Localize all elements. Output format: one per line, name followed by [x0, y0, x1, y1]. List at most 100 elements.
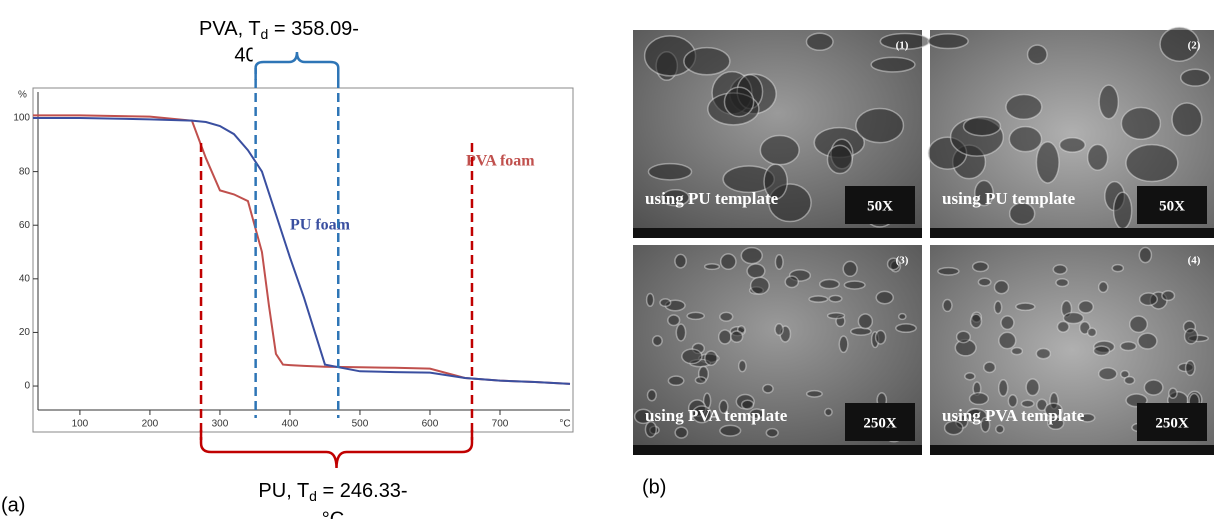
x-tick-label: 700: [492, 419, 509, 430]
pore: [871, 57, 915, 72]
sem-index: (3): [896, 255, 909, 267]
pore: [828, 313, 845, 319]
pore: [1036, 349, 1050, 359]
pore: [720, 425, 741, 436]
x-tick-label: 400: [282, 419, 299, 430]
sem-caption: using PVA template: [942, 406, 1085, 425]
x-tick-label: 300: [212, 419, 229, 430]
pore: [1001, 316, 1014, 329]
pore: [1028, 45, 1047, 64]
pore: [684, 48, 730, 75]
annotation: °C: [322, 508, 344, 519]
pore: [807, 391, 822, 397]
pore: [984, 362, 996, 372]
pore: [829, 296, 842, 302]
pore: [928, 34, 968, 49]
annotation-text: PU, T: [258, 480, 309, 502]
pore: [1124, 377, 1134, 384]
pore: [647, 390, 656, 401]
pore: [675, 427, 687, 438]
pore: [1139, 247, 1151, 262]
annotation-subscript: d: [309, 488, 317, 504]
info-bar: [633, 445, 922, 455]
pore: [1138, 333, 1157, 349]
pore: [820, 280, 839, 289]
pore: [965, 373, 975, 380]
pore: [1006, 95, 1042, 120]
pore: [876, 330, 886, 343]
pore: [1011, 348, 1022, 355]
pore: [856, 108, 903, 142]
panel-label: (b): [642, 476, 666, 498]
pore: [668, 376, 683, 385]
y-axis-label: %: [18, 90, 27, 101]
bracket: [201, 430, 472, 468]
annotation: PVA, Td = 358.09-: [199, 18, 359, 41]
magnification: 250X: [863, 415, 897, 431]
pore: [653, 336, 662, 346]
pore: [806, 33, 832, 50]
pore: [1036, 142, 1059, 183]
pore: [999, 332, 1016, 348]
pore: [1172, 103, 1202, 135]
pore: [741, 248, 762, 264]
pore: [1099, 368, 1117, 380]
magnification: 250X: [1155, 415, 1189, 431]
pore: [1016, 303, 1035, 310]
sem-index: (4): [1188, 255, 1201, 267]
pore: [938, 268, 959, 275]
pore: [648, 164, 691, 180]
pore: [1088, 328, 1097, 336]
pore: [1162, 291, 1175, 301]
pore: [763, 384, 773, 392]
pore: [1060, 138, 1085, 152]
sem-caption: using PU template: [645, 189, 779, 208]
pore: [766, 429, 778, 437]
pore: [1114, 192, 1132, 228]
pore: [843, 261, 857, 276]
pore: [1099, 282, 1108, 293]
pore: [1181, 69, 1210, 86]
y-tick-label: 20: [19, 327, 31, 338]
pore: [675, 254, 686, 267]
pore: [827, 145, 852, 173]
pore: [971, 314, 982, 328]
pore: [876, 291, 893, 303]
pore: [1094, 346, 1110, 355]
pore: [1186, 361, 1195, 376]
info-bar: [930, 228, 1214, 238]
pore: [1140, 293, 1158, 305]
magnification: 50X: [1159, 198, 1185, 214]
annotation-text: PVA, T: [199, 18, 261, 40]
pore: [720, 312, 733, 321]
pore: [1112, 265, 1123, 272]
info-bar: [930, 445, 1214, 455]
pore: [731, 331, 743, 342]
x-tick-label: 600: [422, 419, 439, 430]
pore: [682, 349, 702, 363]
pore: [844, 281, 865, 289]
pore: [1026, 379, 1039, 396]
pore: [705, 351, 717, 365]
annotation-text: = 358.09-: [268, 18, 359, 40]
pore: [785, 276, 798, 287]
pore: [1079, 301, 1094, 313]
annotation-subscript: d: [261, 26, 269, 42]
pore: [668, 315, 680, 326]
pore: [973, 262, 989, 272]
pore: [999, 380, 1008, 396]
pore: [1053, 265, 1067, 274]
panel-label: (a): [1, 494, 25, 516]
pore: [994, 301, 1001, 313]
pore: [809, 296, 827, 302]
series-label: PVA foam: [466, 153, 535, 170]
pore: [647, 293, 654, 306]
pore: [825, 408, 832, 415]
pore: [1120, 342, 1136, 351]
pore: [724, 87, 753, 116]
pore: [747, 264, 765, 278]
pore: [1130, 316, 1148, 332]
sem-index: (1): [896, 40, 909, 52]
annotation: PU, Td = 246.33-: [258, 480, 407, 503]
figure: (a) (b) 10020030040050060070002040608010…: [0, 0, 1214, 519]
